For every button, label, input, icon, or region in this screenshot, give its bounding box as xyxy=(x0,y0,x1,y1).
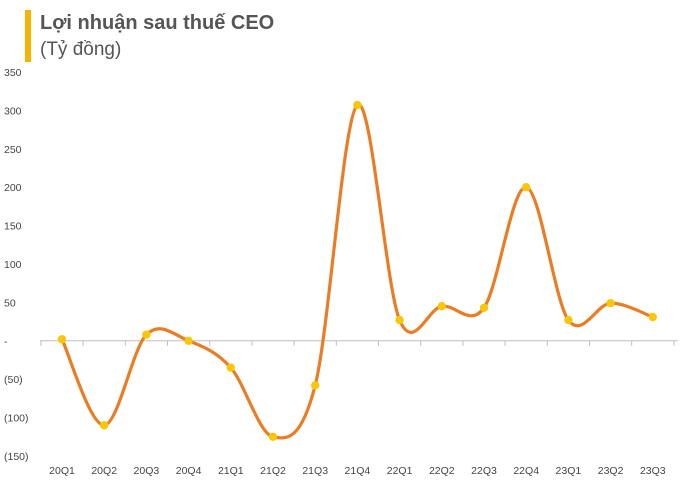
x-tick-label: 21Q4 xyxy=(345,465,371,477)
chart-unit-subtitle: (Tỷ đồng) xyxy=(40,39,122,60)
data-point xyxy=(395,315,404,325)
x-tick-label: 20Q4 xyxy=(176,465,202,477)
x-tick-label: 20Q3 xyxy=(134,465,160,477)
x-tick-label: 22Q2 xyxy=(429,465,455,477)
chart-title: Lợi nhuận sau thuế CEO xyxy=(40,12,275,34)
y-tick-label: (150) xyxy=(4,451,29,463)
y-tick-label: (100) xyxy=(4,413,29,425)
title-accent-bar xyxy=(25,10,31,62)
data-point xyxy=(564,315,573,325)
x-tick-label: 22Q4 xyxy=(513,465,539,477)
x-tick-label: 23Q3 xyxy=(640,465,666,477)
data-point xyxy=(606,298,615,308)
data-point xyxy=(648,312,657,322)
y-tick-label: 100 xyxy=(4,259,22,271)
data-point xyxy=(311,381,320,390)
y-tick-label: 150 xyxy=(4,221,22,233)
y-tick-label: 350 xyxy=(4,67,22,79)
data-point xyxy=(142,330,151,339)
data-point xyxy=(100,421,109,430)
data-point xyxy=(437,302,446,311)
series-line xyxy=(60,103,655,440)
data-point xyxy=(184,336,193,345)
x-tick-label: 21Q1 xyxy=(218,465,244,477)
x-tick-label: 20Q1 xyxy=(49,465,75,477)
data-point xyxy=(57,335,67,344)
x-tick-label: 21Q3 xyxy=(302,465,328,477)
data-point xyxy=(479,303,489,312)
data-point xyxy=(353,100,362,110)
data-point xyxy=(522,183,531,192)
x-tick-label: 23Q1 xyxy=(556,465,582,477)
y-tick-label: 250 xyxy=(4,144,22,156)
data-point xyxy=(268,432,278,441)
y-tick-label: - xyxy=(4,336,8,348)
x-tick-label: 22Q1 xyxy=(387,465,413,477)
data-point xyxy=(226,363,235,372)
y-tick-label: (50) xyxy=(4,374,23,386)
y-tick-label: 300 xyxy=(4,105,22,117)
y-tick-label: 200 xyxy=(4,182,22,194)
x-tick-label: 20Q2 xyxy=(91,465,117,477)
x-tick-label: 22Q3 xyxy=(471,465,497,477)
x-tick-label: 21Q2 xyxy=(260,465,286,477)
x-tick-label: 23Q2 xyxy=(598,465,624,477)
y-tick-label: 50 xyxy=(4,297,16,309)
